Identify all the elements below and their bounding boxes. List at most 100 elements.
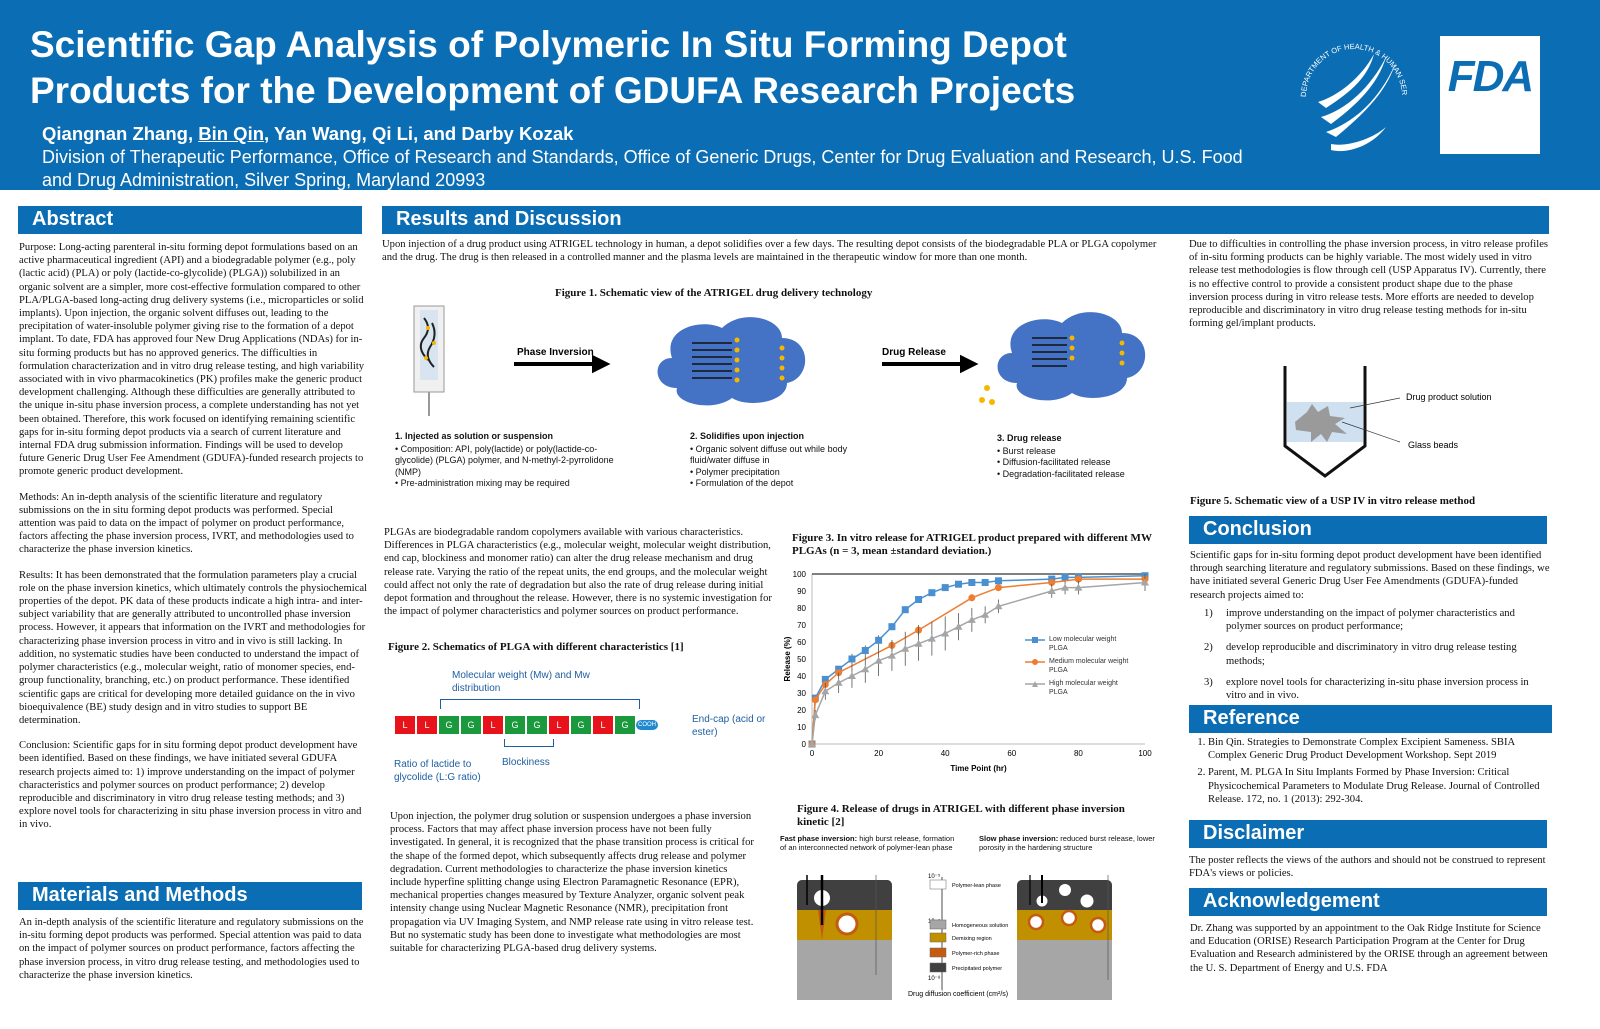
blockiness-label: Blockiness <box>502 757 550 768</box>
reference-item: Bin Qin. Strategies to Demonstrate Compl… <box>1208 736 1553 762</box>
data-point <box>941 629 950 637</box>
abstract-conclusion: Conclusion: Scientific gaps for in situ … <box>19 740 362 831</box>
monomer-unit-L: L <box>548 715 570 735</box>
data-point <box>994 584 1002 592</box>
acknowledgement-text: Dr. Zhang was supported by an appointmen… <box>1190 923 1548 974</box>
methods-heading: Materials and Methods <box>18 882 362 910</box>
disclaimer-text: The poster reflects the views of the aut… <box>1189 855 1546 880</box>
slow-inversion-block <box>1017 875 1112 1000</box>
figure-2-diagram: Molecular weight (Mw) and Mw distributio… <box>390 665 780 790</box>
conclusion-intro: Scientific gaps for in-situ forming depo… <box>1190 550 1550 601</box>
data-point <box>968 579 976 586</box>
figure-4-xlabel: Drug diffusion coefficient (cm²/s) <box>908 991 1008 998</box>
arrow-icon <box>514 354 611 374</box>
figure-4-caption: Figure 4. Release of drugs in ATRIGEL wi… <box>797 803 1125 828</box>
reference-item: Parent, M. PLGA In Situ Implants Formed … <box>1208 766 1553 806</box>
data-point <box>981 579 989 586</box>
abstract-methods: Methods: An in-depth analysis of the sci… <box>19 491 354 556</box>
abstract-purpose: Purpose: Long-acting parenteral in-situ … <box>19 242 365 478</box>
abstract-body: Purpose: Long-acting parenteral in-situ … <box>19 241 369 844</box>
x-tick-label: 0 <box>810 749 815 758</box>
acknowledgement-heading: Acknowledgement <box>1189 888 1547 916</box>
conclusion-list: 1) improve understanding on the impact of… <box>1190 607 1540 710</box>
data-point <box>821 675 829 683</box>
monomer-unit-G: G <box>438 715 460 735</box>
step-3-item: Burst release <box>997 446 1162 458</box>
monomer-unit-L: L <box>416 715 438 735</box>
data-point <box>811 711 820 719</box>
end-group: COOH <box>636 720 658 730</box>
figure-3-chart: 0 10 20 30 40 50 60 70 80 90 100 0 20 40 60 80 100 Time P… <box>783 570 1152 773</box>
endcap-label: End-cap (acid or ester) <box>692 714 766 738</box>
monomer-unit-G: G <box>570 715 592 735</box>
legend-label: PLGA <box>1049 667 1068 674</box>
legend-swatch <box>929 947 947 958</box>
figure-1-step-3: 3. Drug release Burst releaseDiffusion-f… <box>997 433 1162 480</box>
figure-5-caption: Figure 5. Schematic view of a USP IV in … <box>1190 495 1476 507</box>
data-point <box>1061 583 1070 591</box>
monomer-unit-G: G <box>614 715 636 735</box>
data-point <box>861 647 869 654</box>
data-point <box>914 639 923 647</box>
monomer-unit-G: G <box>526 715 548 735</box>
abstract-heading: Abstract <box>18 206 362 234</box>
monomer-unit-G: G <box>460 715 482 735</box>
arrow-icon <box>882 354 979 374</box>
conclusion-item-text: improve understanding on the impact of p… <box>1226 608 1515 633</box>
fast-inversion-desc: high burst release, formation of an inte… <box>780 834 955 852</box>
methods-body: An in-depth analysis of the scientific l… <box>19 917 364 981</box>
monomer-unit-L: L <box>482 715 504 735</box>
slow-inversion-desc: reduced burst release, lower porosity in… <box>979 834 1155 852</box>
legend-label: Polymer-rich phase <box>952 951 999 957</box>
reference-list: Bin Qin. Strategies to Demonstrate Compl… <box>1208 736 1553 806</box>
conclusion-item: 2) develop reproducible and discriminator… <box>1204 642 1517 667</box>
legend-label: Low molecular weight <box>1049 636 1116 643</box>
figure-1-step-2: 2. Solidifies upon injection Organic sol… <box>690 431 860 490</box>
series-2: High molecular weight PLGA <box>808 574 1149 747</box>
figure-4-legend: Polymer-lean phase Homogeneous solution De… <box>929 879 1008 973</box>
data-point <box>808 740 816 747</box>
conclusion-item: 1) improve understanding on the impact of… <box>1204 608 1515 633</box>
authors-pre: Qiangnan Zhang, <box>42 123 199 144</box>
figure-1-caption: Figure 1. Schematic view of the ATRIGEL … <box>555 287 873 299</box>
affiliation: Division of Therapeutic Performance, Off… <box>42 147 1243 190</box>
data-point <box>901 606 909 614</box>
data-point <box>821 687 830 695</box>
figure-3-caption: Figure 3. In vitro release for ATRIGEL p… <box>792 532 1152 557</box>
conclusion-item-text: explore novel tools for characterizing i… <box>1226 676 1529 702</box>
figure-1-step-1: 1. Injected as solution or suspension Co… <box>395 431 615 490</box>
step-1-item: Pre-administration mixing may be require… <box>395 478 615 490</box>
step-1-title: 1. Injected as solution or suspension <box>395 431 554 441</box>
data-point <box>888 623 896 631</box>
abstract-results: Results: It has been demonstrated that t… <box>19 569 368 726</box>
drug-release-label: Drug Release <box>882 347 946 358</box>
poster-title: Scientific Gap Analysis of Polymeric In … <box>30 24 1076 111</box>
y-tick-label: 40 <box>797 672 806 681</box>
fast-inversion-block <box>797 875 892 1000</box>
slow-inversion-title: Slow phase inversion: <box>979 834 1059 843</box>
series-1: Medium molecular weight PLGA <box>808 575 1149 748</box>
y-axis-label: Release (%) <box>783 636 792 681</box>
step-2-title: 2. Solidifies upon injection <box>690 431 805 441</box>
data-point <box>915 596 923 603</box>
data-point <box>875 636 883 644</box>
slow-inversion-label: Slow phase inversion: reduced burst rele… <box>979 834 1159 852</box>
legend-marker <box>1032 681 1038 687</box>
diffusion-tick: 10⁻⁸ <box>928 975 941 982</box>
legend-label: PLGA <box>1049 689 1068 696</box>
data-point <box>1141 578 1149 586</box>
hhs-logo: DEPARTMENT OF HEALTH & HUMAN SERVICES · … <box>1286 22 1409 152</box>
x-axis-label: Time Point (hr) <box>950 764 1007 773</box>
x-tick-label: 100 <box>1138 749 1152 758</box>
legend-swatch <box>929 879 947 890</box>
fast-inversion-label: Fast phase inversion: high burst release… <box>780 834 960 852</box>
data-point <box>967 615 976 623</box>
data-point <box>834 678 843 686</box>
data-point <box>994 577 1002 585</box>
data-point <box>874 656 883 664</box>
ratio-label: Ratio of lactide to glycolide (L:G ratio… <box>394 759 481 783</box>
data-point <box>954 622 963 630</box>
legend-label: Polymer-lean phase <box>952 883 1001 889</box>
data-point <box>927 634 936 642</box>
conclusion-item: 3) explore novel tools for characterizing… <box>1204 676 1529 702</box>
